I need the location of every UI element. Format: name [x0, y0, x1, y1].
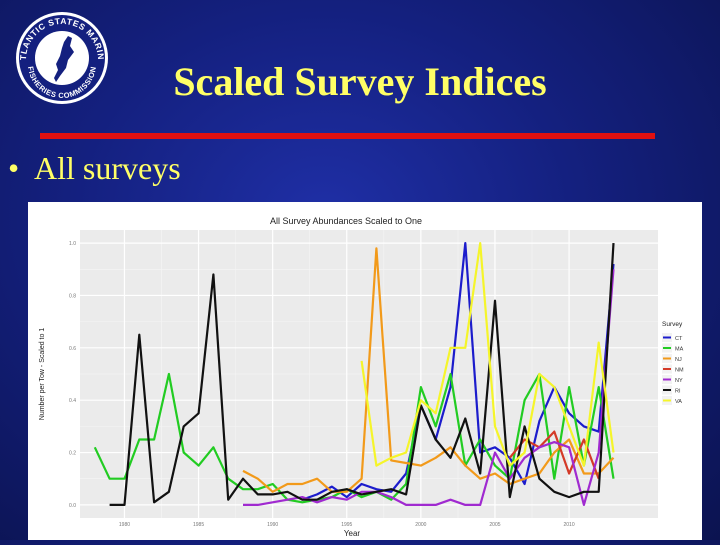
series-line-ct — [301, 241, 615, 501]
bullet-text: All surveys — [34, 150, 181, 186]
legend-title: Survey — [662, 321, 683, 328]
y-tick-label: 1.0 — [69, 241, 76, 247]
y-axis-label: Number per Tow - Scaled to 1 — [39, 328, 46, 421]
x-axis-label: Year — [344, 529, 361, 538]
series-line-va — [360, 241, 615, 467]
legend-label-nj: NJ — [675, 357, 682, 363]
chart-title: All Survey Abundances Scaled to One — [270, 216, 422, 226]
x-tick-label: 2000 — [415, 522, 426, 528]
y-tick-label: 0.4 — [69, 398, 76, 404]
y-tick-label: 0.0 — [69, 503, 76, 509]
legend-label-va: VA — [675, 399, 682, 405]
bullet-marker: • — [8, 150, 20, 186]
legend-label-ct: CT — [675, 336, 683, 342]
axis-ticks: 0.0 0.2 0.4 0.6 0.8 1.0 1980 1985 1990 1995 2000 20… — [69, 241, 575, 528]
bullet-item: • All surveys — [8, 150, 181, 187]
legend-label-ri: RI — [675, 389, 681, 395]
legend: Survey CT MA NJ NM NY RI VA — [662, 321, 684, 405]
y-tick-label: 0.8 — [69, 293, 76, 299]
x-tick-label: 1985 — [193, 522, 204, 528]
legend-label-nm: NM — [675, 368, 684, 374]
series-line-nj — [242, 247, 615, 493]
series-lines — [93, 241, 615, 506]
legend-label-ma: MA — [675, 347, 684, 353]
series-line-ri — [109, 243, 615, 506]
slide-title: Scaled Survey Indices — [173, 59, 547, 104]
series-line-ny — [243, 269, 615, 506]
y-tick-label: 0.2 — [69, 451, 76, 457]
line-chart: All Survey Abundances Scaled to One 0.00… — [39, 216, 684, 538]
chart-container: All Survey Abundances Scaled to One 0.0 0… — [28, 202, 702, 540]
x-tick-label: 1980 — [119, 522, 130, 528]
x-tick-label: 2010 — [564, 522, 575, 528]
x-tick-label: 1990 — [267, 522, 278, 528]
title-underline — [40, 133, 655, 139]
grid-lines — [80, 230, 658, 518]
asmfc-logo: ATLANTIC STATES MARINE FISHERIES COMMISS… — [12, 8, 108, 104]
y-tick-label: 0.6 — [69, 346, 76, 352]
x-tick-label: 1995 — [341, 522, 352, 528]
x-tick-label: 2005 — [489, 522, 500, 528]
legend-label-ny: NY — [675, 378, 683, 384]
series-line-nm — [508, 430, 600, 480]
